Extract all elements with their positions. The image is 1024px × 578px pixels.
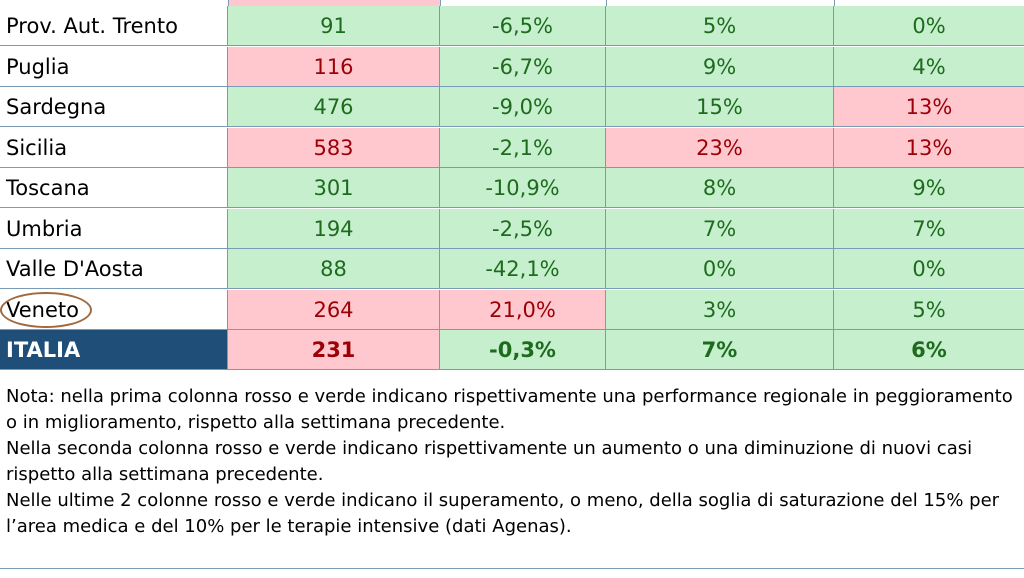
table-row: Umbria 194 -2,5% 7% 7%: [0, 208, 1024, 249]
change-cell: 21,0%: [440, 289, 606, 330]
strip-cell: [228, 0, 441, 6]
table-row: Valle D'Aosta 88 -42,1% 0% 0%: [0, 249, 1024, 289]
region-name: ITALIA: [0, 330, 228, 370]
intensive-care-cell: 13%: [834, 87, 1024, 127]
intensive-care-cell: 13%: [834, 127, 1024, 168]
region-name: Umbria: [0, 208, 228, 249]
table-row: Toscana 301 -10,9% 8% 9%: [0, 168, 1024, 208]
cases-cell: 231: [228, 330, 440, 370]
medical-area-cell: 7%: [606, 330, 834, 370]
change-cell: -6,5%: [440, 6, 606, 46]
change-cell: -10,9%: [440, 168, 606, 208]
medical-area-cell: 23%: [606, 127, 834, 168]
table-row: Sardegna 476 -9,0% 15% 13%: [0, 87, 1024, 127]
change-cell: -42,1%: [440, 249, 606, 289]
note-line: o in miglioramento, rispetto alla settim…: [6, 412, 506, 433]
cases-cell: 476: [228, 87, 440, 127]
strip-cell: [606, 0, 835, 6]
strip-cell: [834, 0, 1024, 6]
medical-area-cell: 8%: [606, 168, 834, 208]
note-line: Nelle ultime 2 colonne rosso e verde ind…: [6, 490, 1000, 511]
change-cell: -2,1%: [440, 127, 606, 168]
table-row: Puglia 116 -6,7% 9% 4%: [0, 46, 1024, 87]
note-line: Nella seconda colonna rosso e verde indi…: [6, 438, 973, 459]
notes: Nota: nella prima colonna rosso e verde …: [6, 384, 1024, 540]
highlight-circle: [0, 291, 92, 328]
cases-cell: 91: [228, 6, 440, 46]
intensive-care-cell: 0%: [834, 249, 1024, 289]
intensive-care-cell: 6%: [834, 330, 1024, 370]
change-cell: -9,0%: [440, 87, 606, 127]
table-row: Sicilia 583 -2,1% 23% 13%: [0, 127, 1024, 168]
intensive-care-cell: 4%: [834, 46, 1024, 87]
medical-area-cell: 3%: [606, 289, 834, 330]
intensive-care-cell: 9%: [834, 168, 1024, 208]
medical-area-cell: 5%: [606, 6, 834, 46]
cases-cell: 583: [228, 127, 440, 168]
region-name: Puglia: [0, 46, 228, 87]
intensive-care-cell: 5%: [834, 289, 1024, 330]
medical-area-cell: 15%: [606, 87, 834, 127]
region-name: Sicilia: [0, 127, 228, 168]
region-name: Prov. Aut. Trento: [0, 6, 228, 46]
table-row-total: ITALIA 231 -0,3% 7% 6%: [0, 330, 1024, 370]
change-cell: -0,3%: [440, 330, 606, 370]
cases-cell: 264: [228, 289, 440, 330]
intensive-care-cell: 0%: [834, 6, 1024, 46]
medical-area-cell: 0%: [606, 249, 834, 289]
region-name: Valle D'Aosta: [0, 249, 228, 289]
change-cell: -2,5%: [440, 208, 606, 249]
cases-cell: 116: [228, 46, 440, 87]
region-name: Sardegna: [0, 87, 228, 127]
bottom-divider: [0, 568, 1024, 569]
cases-cell: 194: [228, 208, 440, 249]
cases-cell: 301: [228, 168, 440, 208]
note-line: Nota: nella prima colonna rosso e verde …: [6, 386, 1013, 407]
strip-cell: [440, 0, 607, 6]
medical-area-cell: 9%: [606, 46, 834, 87]
table-top-strip: [0, 0, 1024, 6]
change-cell: -6,7%: [440, 46, 606, 87]
note-line: rispetto alla settimana precedente.: [6, 464, 324, 485]
cases-cell: 88: [228, 249, 440, 289]
intensive-care-cell: 7%: [834, 208, 1024, 249]
medical-area-cell: 7%: [606, 208, 834, 249]
note-line: l’area medica e del 10% per le terapie i…: [6, 516, 572, 537]
region-name: Toscana: [0, 168, 228, 208]
table-row: Prov. Aut. Trento 91 -6,5% 5% 0%: [0, 6, 1024, 46]
table-row: Veneto 264 21,0% 3% 5%: [0, 289, 1024, 330]
